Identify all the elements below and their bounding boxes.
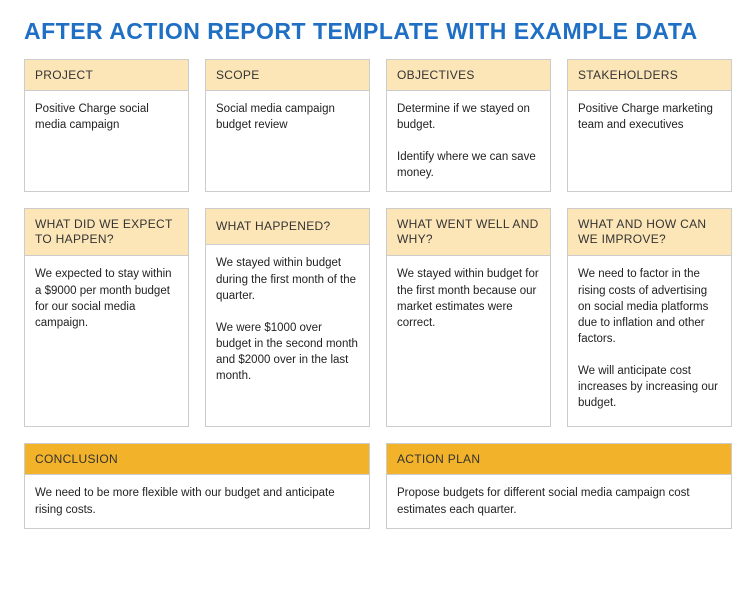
card-body-scope: Social media campaign budget review [206, 91, 369, 191]
card-body-project: Positive Charge social media campaign [25, 91, 188, 191]
card-happened: WHAT HAPPENED? We stayed within budget d… [205, 208, 370, 427]
card-header-stakeholders: STAKEHOLDERS [568, 60, 731, 91]
card-body-action-plan: Propose budgets for different social med… [387, 475, 731, 527]
card-body-improve: We need to factor in the rising costs of… [568, 256, 731, 426]
card-scope: SCOPE Social media campaign budget revie… [205, 59, 370, 192]
card-header-project: PROJECT [25, 60, 188, 91]
card-header-action-plan: ACTION PLAN [387, 444, 731, 475]
row-summary: PROJECT Positive Charge social media cam… [24, 59, 732, 192]
card-expect: WHAT DID WE EXPECT TO HAPPEN? We expecte… [24, 208, 189, 427]
card-action-plan: ACTION PLAN Propose budgets for differen… [386, 443, 732, 528]
card-header-objectives: OBJECTIVES [387, 60, 550, 91]
card-header-well: WHAT WENT WELL AND WHY? [387, 209, 550, 256]
page-title: AFTER ACTION REPORT TEMPLATE WITH EXAMPL… [24, 18, 732, 45]
card-header-scope: SCOPE [206, 60, 369, 91]
card-body-objectives: Determine if we stayed on budget. Identi… [387, 91, 550, 191]
card-body-stakeholders: Positive Charge marketing team and execu… [568, 91, 731, 191]
card-header-happened: WHAT HAPPENED? [206, 209, 369, 245]
card-stakeholders: STAKEHOLDERS Positive Charge marketing t… [567, 59, 732, 192]
card-body-expect: We expected to stay within a $9000 per m… [25, 256, 188, 426]
card-body-well: We stayed within budget for the first mo… [387, 256, 550, 426]
row-conclusion: CONCLUSION We need to be more flexible w… [24, 443, 732, 528]
card-body-conclusion: We need to be more flexible with our bud… [25, 475, 369, 527]
card-objectives: OBJECTIVES Determine if we stayed on bud… [386, 59, 551, 192]
card-header-improve: WHAT AND HOW CAN WE IMPROVE? [568, 209, 731, 256]
card-improve: WHAT AND HOW CAN WE IMPROVE? We need to … [567, 208, 732, 427]
card-header-conclusion: CONCLUSION [25, 444, 369, 475]
card-well: WHAT WENT WELL AND WHY? We stayed within… [386, 208, 551, 427]
card-header-expect: WHAT DID WE EXPECT TO HAPPEN? [25, 209, 188, 256]
card-body-happened: We stayed within budget during the first… [206, 245, 369, 426]
row-questions: WHAT DID WE EXPECT TO HAPPEN? We expecte… [24, 208, 732, 427]
card-project: PROJECT Positive Charge social media cam… [24, 59, 189, 192]
card-conclusion: CONCLUSION We need to be more flexible w… [24, 443, 370, 528]
